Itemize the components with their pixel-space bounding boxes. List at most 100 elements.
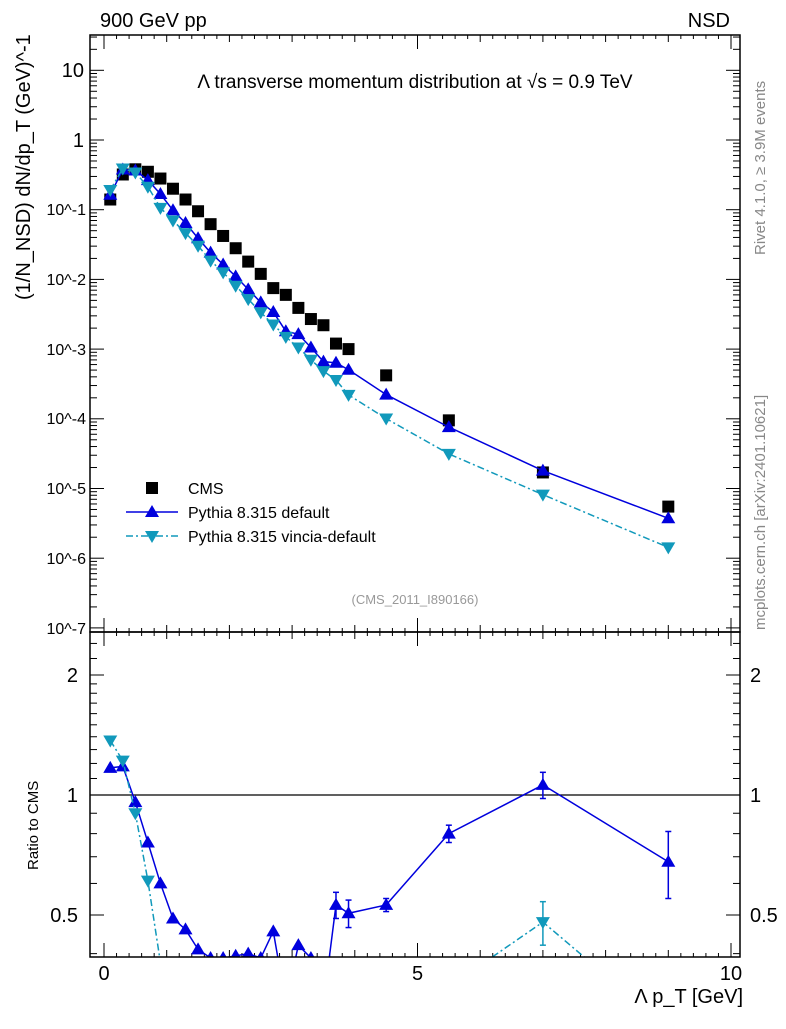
vincia-point [228,280,243,293]
vincia-ratio-line [109,740,586,957]
cms-point [204,218,217,231]
ratio-y-tick-label: 0.5 [750,905,778,927]
vincia-ratio-point [216,998,230,1010]
cms-point [342,343,355,356]
default-ratio-point [178,922,193,935]
cms-point [179,193,192,206]
legend-label: Pythia 8.315 vincia-default [188,529,376,546]
default-point [191,231,206,244]
cms-point [279,288,292,301]
vincia-ratio-point [241,1004,255,1016]
default-ratio-point [379,897,394,910]
ratio-y-tick-label: 1 [67,785,78,807]
default-point [291,327,306,340]
default-ratio-point [103,760,118,773]
cms-point [317,319,330,332]
default-ratio-point [242,946,255,957]
vincia-point [241,294,256,307]
default-point [216,257,231,270]
default-point [303,340,318,353]
ratio-y-tick-label: 0.5 [50,905,78,927]
ratio-y-tick-label: 2 [67,665,78,687]
default-ratio-point [140,835,155,848]
default-ratio-point [257,951,265,957]
vincia-point [291,342,306,355]
y-tick-labels: 10^-7 10^-6 10^-5 10^-4 10^-3 10^-2 10^-… [46,60,86,638]
vincia-point [266,319,281,332]
vincia-point [303,354,318,367]
vincia-point [153,202,168,215]
vincia-point [341,389,356,402]
default-point [341,362,356,375]
ratio-y-tick-label: 2 [750,665,761,687]
cms-point [217,229,230,242]
cms-point [329,337,342,350]
default-point [165,203,180,216]
vincia-point [253,307,268,320]
default-point [203,245,218,258]
y-tick-label: 10 [62,60,84,82]
default-ratio-point [165,911,180,924]
x-axis-label: Λ p_T [GeV] [634,986,743,1008]
cms-point [254,267,267,280]
default-point [316,354,331,367]
default-point [228,269,243,282]
default-ratio-point [207,951,215,957]
ratio-y-axis-label: Ratio to CMS [25,781,42,870]
y-tick-label: 1 [73,130,84,152]
legend-marker [146,482,158,494]
vincia-ratio-point [128,808,143,821]
vincia-ratio-point [179,982,193,994]
vincia-point [103,184,118,197]
vincia-point [128,167,143,180]
vincia-point [165,215,180,228]
side-label-rivet: Rivet 4.1.0, ≥ 3.9M events [752,81,769,255]
default-point [178,216,193,229]
legend-marker [145,505,159,517]
default-ratio-point [291,938,306,951]
default-point [153,186,168,199]
default-point [253,295,268,308]
vincia-ratio-point [266,998,280,1010]
default-ratio-point [230,948,241,957]
default-ratio-line [110,765,669,957]
y-tick-label: 10^-5 [46,481,86,498]
cms-point [267,282,280,295]
vincia-ratio-point [229,1004,243,1016]
vincia-ratio-point [140,875,155,888]
vincia-point [203,255,218,268]
ratio-y-tick-label: 1 [750,785,761,807]
vincia-point [535,489,550,502]
cms-point [192,205,205,218]
vincia-ratio-point [103,735,118,748]
default-point [266,304,281,317]
cms-point [304,313,317,326]
default-ratio-point [661,854,676,867]
default-ratio-point [328,897,343,910]
cms-point [662,500,675,513]
vincia-ratio-point [254,1010,268,1022]
legend: CMS Pythia 8.315 default Pythia 8.315 vinc… [126,481,376,546]
y-tick-label: 10^-2 [46,272,86,289]
default-ratio-point [535,777,550,790]
vincia-ratio-point [166,972,180,984]
default-ratio-point [219,951,227,957]
x-tick-label: 10 [720,963,742,985]
x-tick-label: 5 [412,963,423,985]
vincia-point [328,375,343,388]
vincia-ratio-point [329,998,343,1010]
default-point [441,420,456,433]
vincia-ratio-point [291,1017,305,1024]
legend-marker [145,531,159,543]
cms-point [166,182,179,195]
default-point [379,387,394,400]
default-ratio-point [191,942,206,955]
default-point [328,355,343,368]
vincia-ratio-point [115,755,130,768]
vincia-ratio-point [153,958,167,970]
y-tick-label: 10^-7 [46,621,86,638]
default-line [109,168,669,519]
legend-label: Pythia 8.315 default [188,505,330,522]
vincia-point [115,163,130,176]
